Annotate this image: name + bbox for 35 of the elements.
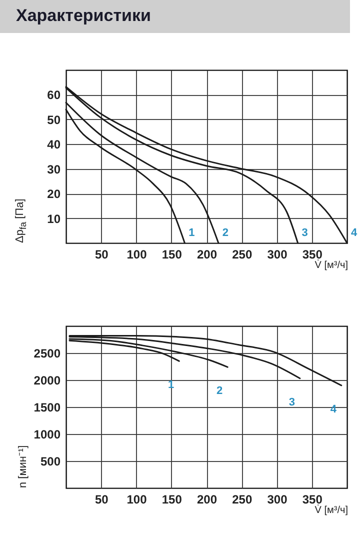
x-tick-label: 150: [162, 248, 182, 262]
series-label: 2: [216, 385, 223, 398]
x-tick-label: 200: [196, 492, 218, 506]
y-tick-label: 1500: [34, 400, 61, 414]
series-label: 2: [222, 227, 229, 239]
x-tick-label: 100: [126, 248, 148, 262]
x-tick-label: 250: [232, 248, 252, 262]
series-label: 4: [350, 227, 358, 239]
x-tick-label: 250: [232, 492, 252, 506]
x-tick-label: 300: [267, 248, 288, 262]
x-tick-label: 350: [302, 492, 323, 506]
y-tick-label: 30: [47, 162, 61, 176]
y-tick-label: 2500: [34, 346, 61, 360]
y-tick-label: 2000: [34, 374, 61, 388]
chart-title: Характеристики: [15, 5, 152, 26]
x-tick-label: 350: [302, 248, 323, 262]
y-tick-label: 20: [47, 187, 61, 202]
series-label: 3: [302, 227, 308, 239]
series-label: 3: [288, 396, 295, 408]
x-tick-label: 50: [94, 248, 109, 262]
x-tick-label: 200: [196, 248, 218, 262]
y-axis-title: n [мин⁻¹]: [16, 445, 29, 488]
x-tick-label: 150: [162, 492, 182, 506]
series-label: 1: [188, 227, 195, 239]
y-tick-label: 500: [40, 454, 61, 468]
y-tick-label: 10: [47, 212, 61, 226]
y-tick-label: 40: [47, 138, 61, 152]
y-tick-label: 50: [47, 112, 61, 127]
x-tick-label: 300: [267, 492, 288, 506]
x-axis-title: V̇ [м³/ч]: [314, 260, 348, 271]
x-tick-label: 100: [126, 492, 148, 506]
y-tick-label: 60: [47, 88, 61, 102]
x-axis-title: V̇ [м³/ч]: [314, 505, 348, 516]
x-tick-label: 50: [94, 492, 109, 506]
y-tick-label: 1000: [34, 428, 61, 442]
